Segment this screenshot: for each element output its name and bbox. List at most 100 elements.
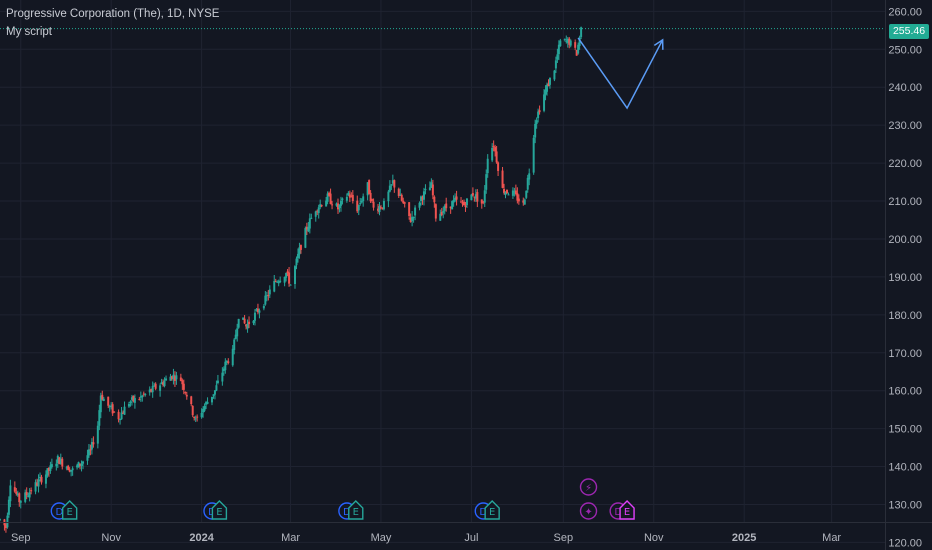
- candle-body: [516, 193, 519, 201]
- candle-body: [205, 402, 208, 405]
- candle-body: [507, 194, 510, 196]
- candle-body: [565, 40, 568, 42]
- candle-body: [544, 89, 547, 95]
- chart-title[interactable]: Progressive Corporation (The), 1D, NYSE: [6, 8, 220, 20]
- candle-body: [360, 200, 363, 203]
- event-marker[interactable]: ⚡: [579, 478, 598, 496]
- candle-body: [377, 208, 380, 211]
- candle-body: [92, 442, 95, 445]
- candle-body: [325, 200, 328, 207]
- candle-body: [285, 273, 288, 278]
- candle-body: [16, 493, 19, 496]
- candle-body: [163, 380, 166, 387]
- candle-body: [422, 191, 425, 200]
- candle-body: [216, 380, 219, 384]
- candle-body: [382, 200, 385, 210]
- candle-body: [320, 205, 323, 207]
- candle-body: [443, 205, 446, 211]
- y-tick-label: 140.00: [888, 462, 922, 474]
- earnings-marker[interactable]: E: [61, 500, 78, 520]
- candle-body: [185, 394, 188, 397]
- candle-body: [424, 189, 427, 191]
- candle-body: [431, 184, 434, 196]
- earnings-marker[interactable]: E: [348, 500, 364, 520]
- candle-body: [397, 188, 400, 196]
- x-tick-label: Mar: [822, 532, 841, 544]
- candle-body: [366, 182, 369, 196]
- candle-body: [90, 441, 93, 450]
- candle-body: [141, 395, 144, 398]
- candle-body: [388, 185, 391, 192]
- candle-body: [130, 397, 133, 400]
- candle-body: [28, 492, 31, 498]
- y-tick-label: 240.00: [888, 82, 922, 94]
- candle-body: [314, 211, 317, 217]
- candle-body: [27, 495, 30, 497]
- candle-body: [210, 396, 213, 403]
- candle-body: [372, 201, 375, 208]
- candle-body: [253, 312, 256, 321]
- candle-body: [276, 281, 279, 283]
- candle-body: [328, 192, 331, 196]
- candle-body: [547, 83, 550, 87]
- candle-body: [522, 200, 525, 203]
- candle-body: [82, 461, 85, 464]
- earnings-marker[interactable]: E: [484, 500, 500, 520]
- candle-body: [532, 137, 535, 173]
- y-tick-label: 170.00: [888, 348, 922, 360]
- earnings-marker[interactable]: E: [211, 500, 228, 520]
- candle-body: [34, 482, 37, 492]
- candle-body: [575, 50, 578, 56]
- indicator-label[interactable]: My script: [6, 26, 52, 38]
- candle-body: [368, 180, 371, 195]
- candle-body: [117, 411, 120, 420]
- candle-body: [59, 458, 62, 464]
- candle-body: [6, 515, 9, 528]
- x-tick-label: May: [371, 532, 392, 544]
- x-tick-label: Jul: [464, 532, 478, 544]
- candle-body: [513, 191, 516, 193]
- candle-body: [523, 199, 526, 205]
- candle-body: [341, 198, 344, 200]
- candle-body: [191, 405, 194, 416]
- candle-body: [460, 201, 463, 203]
- candle-body: [224, 361, 227, 371]
- candle-body: [526, 177, 529, 190]
- candle-body: [96, 425, 99, 444]
- x-tick-label: Mar: [281, 532, 300, 544]
- projection-arrowhead: [653, 38, 664, 50]
- candle-body: [243, 318, 246, 324]
- candle-body: [160, 382, 163, 384]
- candle-body: [305, 226, 308, 230]
- candle-body: [273, 281, 276, 292]
- candle-body: [279, 280, 282, 283]
- candle-body: [474, 194, 477, 199]
- candle-body: [7, 499, 10, 515]
- event-marker[interactable]: ✦: [579, 502, 598, 520]
- earnings-marker[interactable]: E: [619, 500, 635, 520]
- candle-body: [206, 401, 209, 404]
- y-tick-label: 230.00: [888, 120, 922, 132]
- candle-body: [455, 196, 458, 200]
- chart-grid: [0, 0, 885, 543]
- candle-body: [46, 468, 49, 476]
- candle-body: [445, 203, 448, 209]
- candle-body: [307, 226, 310, 232]
- candle-body: [379, 207, 382, 209]
- candle-body: [37, 479, 40, 487]
- candle-body: [348, 194, 351, 198]
- candle-body: [40, 476, 43, 483]
- candle-body: [56, 455, 59, 464]
- candle-body: [414, 207, 417, 216]
- y-tick-label: 220.00: [888, 158, 922, 170]
- candle-body: [440, 211, 443, 215]
- candle-body: [420, 196, 423, 202]
- candle-body: [553, 70, 556, 80]
- candle-body: [242, 317, 245, 320]
- candle-body: [39, 477, 42, 479]
- candle-body: [262, 305, 265, 309]
- candle-body: [494, 147, 497, 152]
- candle-body: [265, 295, 268, 297]
- svg-text:E: E: [67, 507, 73, 518]
